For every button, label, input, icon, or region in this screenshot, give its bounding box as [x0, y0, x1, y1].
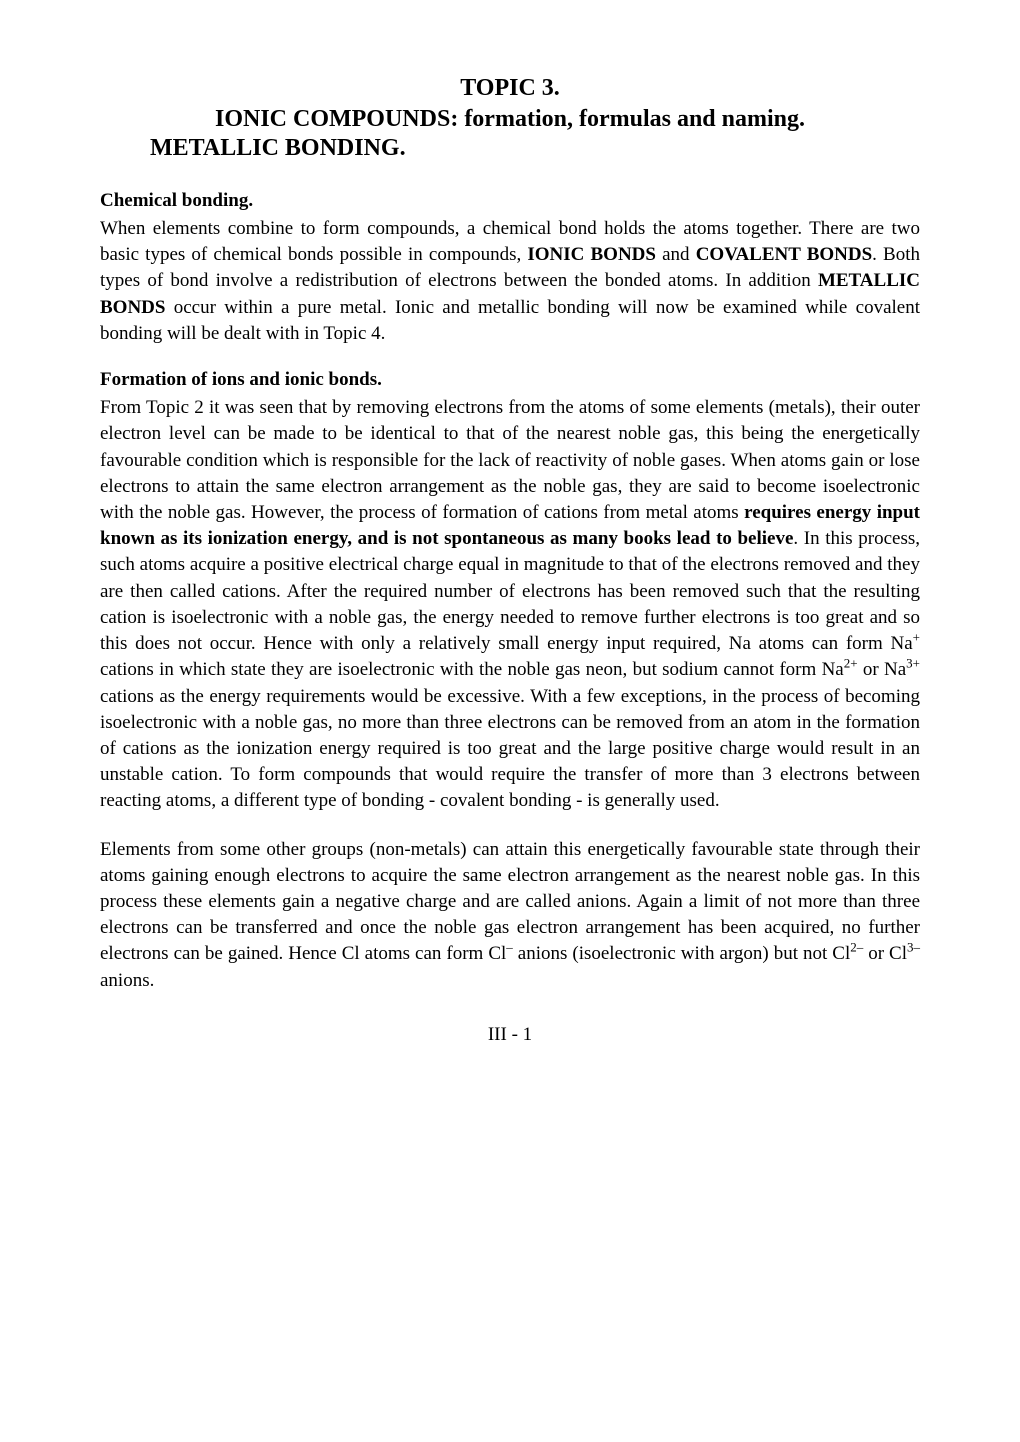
superscript: 2+ [844, 656, 858, 671]
text-run: anions (isoelectronic with argon) but no… [513, 943, 850, 964]
section-1-heading: Chemical bonding. [100, 190, 920, 212]
superscript: 3+ [906, 656, 920, 671]
superscript: + [913, 630, 920, 645]
topic-number: TOPIC 3. [100, 75, 920, 102]
section-2-paragraph-1: From Topic 2 it was seen that by removin… [100, 395, 920, 815]
superscript: 2– [850, 940, 863, 955]
text-run: or Cl [863, 943, 907, 964]
text-run: occur within a pure metal. Ionic and met… [100, 297, 920, 344]
section-2-heading: Formation of ions and ionic bonds. [100, 369, 920, 391]
text-run: or Na [858, 659, 907, 680]
bold-text: COVALENT BONDS [696, 244, 872, 265]
section-2-paragraph-2: Elements from some other groups (non-met… [100, 837, 920, 994]
section-1-paragraph-1: When elements combine to form compounds,… [100, 216, 920, 347]
bold-text: IONIC BONDS [527, 244, 656, 265]
sub-title: METALLIC BONDING. [150, 135, 920, 162]
document-page: TOPIC 3. IONIC COMPOUNDS: formation, for… [0, 0, 1020, 1106]
page-number: III - 1 [100, 1024, 920, 1046]
main-title: IONIC COMPOUNDS: formation, formulas and… [100, 106, 920, 133]
superscript: 3– [907, 940, 920, 955]
text-run: cations in which state they are isoelect… [100, 659, 844, 680]
text-run: anions. [100, 970, 154, 991]
text-run: cations as the energy requirements would… [100, 686, 920, 812]
text-run: and [656, 244, 696, 265]
